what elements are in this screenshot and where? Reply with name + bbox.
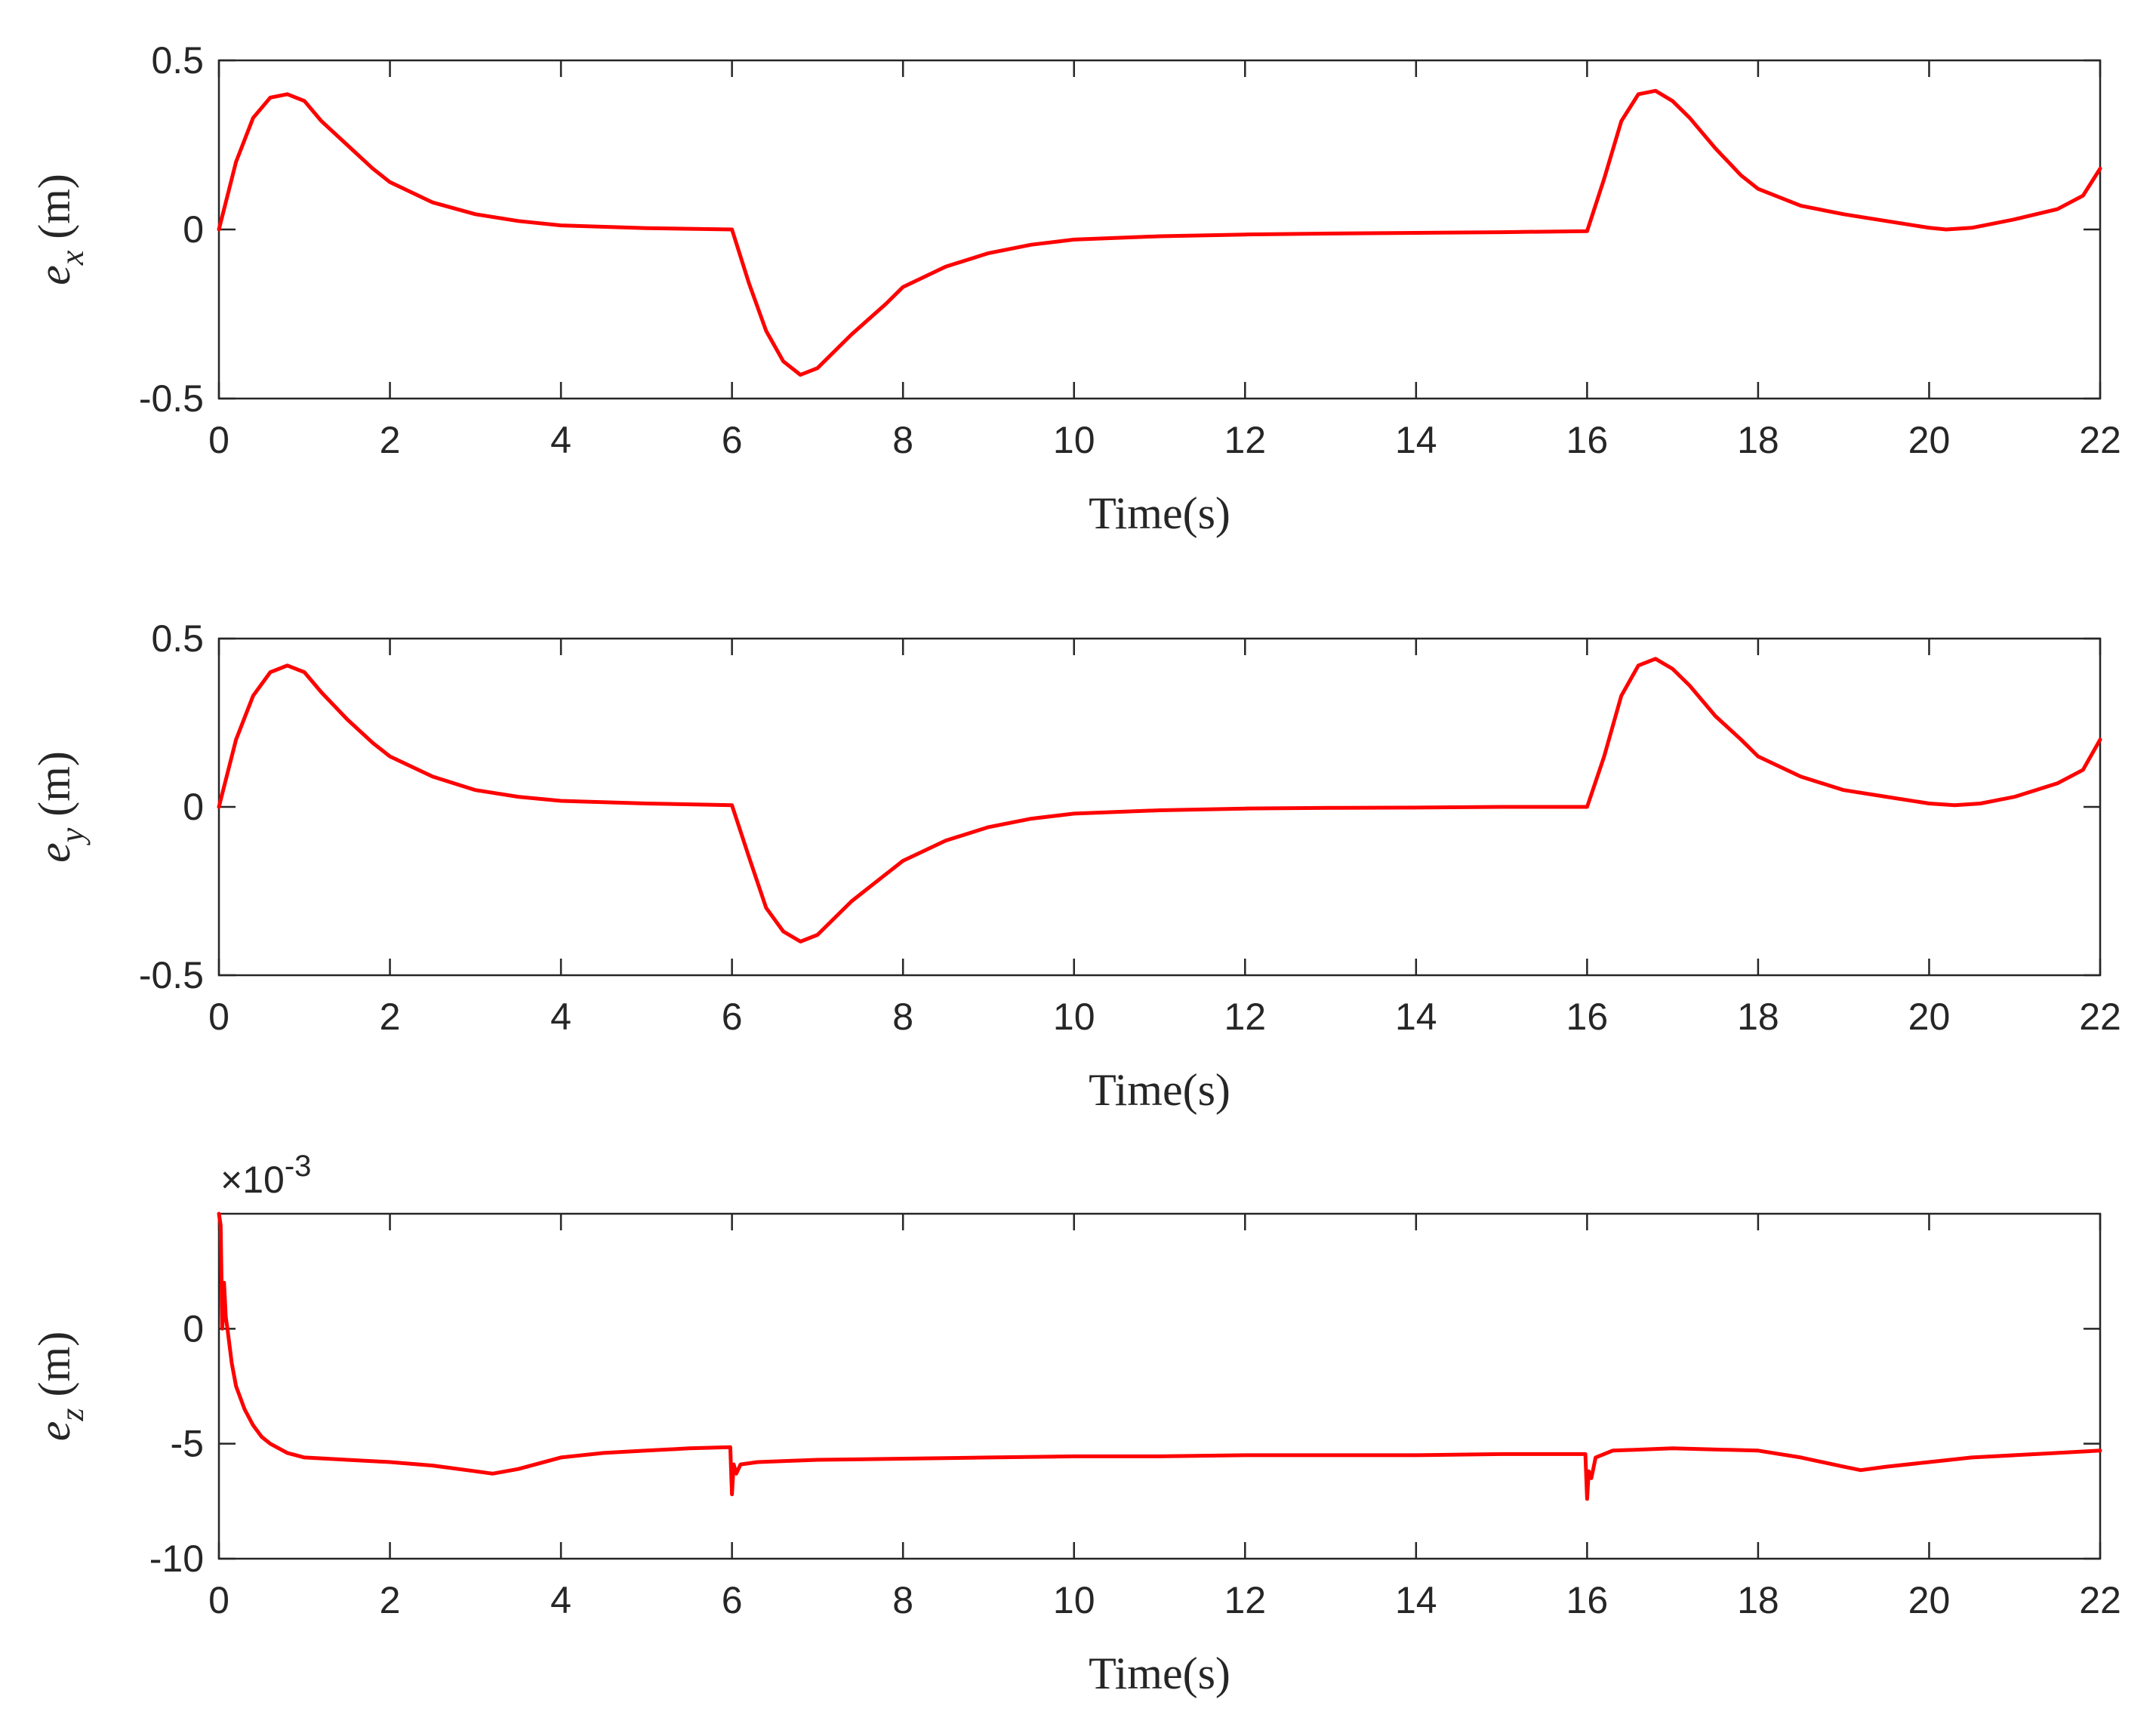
ez-x-tick-label: 2	[380, 1579, 401, 1621]
ex-y-label-var: e	[29, 265, 79, 285]
ey-y-label-unit: (m)	[29, 751, 79, 828]
ey-plot-area	[217, 637, 2102, 977]
ey-y-tick-label: 0	[183, 786, 204, 828]
ez-x-tick-label: 0	[208, 1579, 229, 1621]
ez-y-tick-label: 0	[183, 1307, 204, 1350]
ex-x-tick-label: 22	[2079, 419, 2121, 461]
ex-y-axis-label: ex (m)	[29, 174, 91, 285]
ex-x-tick-label: 20	[1908, 419, 1951, 461]
ey-x-tick-label: 22	[2079, 996, 2121, 1038]
ez-series-line	[217, 1211, 2102, 1501]
ey-y-tick-label: -0.5	[139, 954, 204, 996]
ey-y-label-var: e	[29, 842, 79, 863]
ez-x-tick-label: 16	[1566, 1579, 1609, 1621]
ez-x-tick-label: 4	[550, 1579, 571, 1621]
ex-x-tick-label: 10	[1053, 419, 1095, 461]
ey-x-tick-label: 8	[892, 996, 913, 1038]
ey-x-tick-label: 20	[1908, 996, 1951, 1038]
ez-x-tick-label: 20	[1908, 1579, 1951, 1621]
ex-y-label-unit: (m)	[29, 174, 79, 251]
ey-x-tick-label: 16	[1566, 996, 1609, 1038]
ex-x-tick-label: 8	[892, 419, 913, 461]
ex-plot-area	[217, 59, 2102, 400]
ez-x-tick-label: 22	[2079, 1579, 2121, 1621]
ex-x-tick-label: 0	[208, 419, 229, 461]
ey-x-tick-label: 0	[208, 996, 229, 1038]
ez-y-label-unit: (m)	[29, 1331, 79, 1408]
ey-x-tick-label: 4	[550, 996, 571, 1038]
ey-y-axis-label: ey (m)	[29, 751, 91, 863]
ex-x-tick-label: 4	[550, 419, 571, 461]
ey-x-tick-label: 14	[1395, 996, 1437, 1038]
ey-x-tick-label: 6	[722, 996, 743, 1038]
ez-x-tick-label: 10	[1053, 1579, 1095, 1621]
ez-x-tick-label: 18	[1737, 1579, 1779, 1621]
ex-x-tick-label: 12	[1224, 419, 1266, 461]
ey-y-label-subscript: y	[54, 827, 91, 845]
ez-y-label-subscript: z	[54, 1408, 91, 1421]
ex-y-tick-label: 0	[183, 208, 204, 251]
ez-panel: 0 2 4 6 8 10 12 14 16 18 20 22 -10 -5 0 Time(s) ez (m) ×1…	[29, 1150, 2121, 1698]
ex-x-axis-label: Time(s)	[1089, 488, 1230, 538]
ez-y-label-var: e	[29, 1421, 79, 1442]
ey-x-axis-label: Time(s)	[1089, 1065, 1230, 1115]
ex-x-tick-label: 16	[1566, 419, 1609, 461]
ey-x-tick-label: 12	[1224, 996, 1266, 1038]
ez-y-tick-label: -5	[171, 1423, 204, 1465]
ez-plot-area	[217, 1212, 2102, 1560]
ey-series-line	[217, 657, 2102, 944]
ez-axis-exponent: ×10-3	[220, 1150, 311, 1201]
ey-y-tick-label: 0.5	[151, 617, 204, 660]
ex-y-tick-label: 0.5	[151, 39, 204, 82]
ex-series-line	[217, 88, 2102, 377]
ex-x-tick-label: 6	[722, 419, 743, 461]
ex-x-tick-label: 2	[380, 419, 401, 461]
ex-y-tick-label: -0.5	[139, 377, 204, 420]
ez-x-tick-label: 8	[892, 1579, 913, 1621]
ez-x-tick-label: 14	[1395, 1579, 1437, 1621]
ey-x-tick-label: 10	[1053, 996, 1095, 1038]
ez-y-axis-label: ez (m)	[29, 1331, 91, 1441]
ez-x-tick-label: 6	[722, 1579, 743, 1621]
ey-x-tick-label: 18	[1737, 996, 1779, 1038]
ey-x-tick-label: 2	[380, 996, 401, 1038]
ex-x-tick-label: 18	[1737, 419, 1779, 461]
ex-x-tick-label: 14	[1395, 419, 1437, 461]
ez-y-tick-label: -10	[149, 1538, 204, 1580]
ex-y-label-subscript: x	[54, 250, 91, 266]
ez-x-tick-label: 12	[1224, 1579, 1266, 1621]
ez-x-axis-label: Time(s)	[1089, 1649, 1230, 1698]
